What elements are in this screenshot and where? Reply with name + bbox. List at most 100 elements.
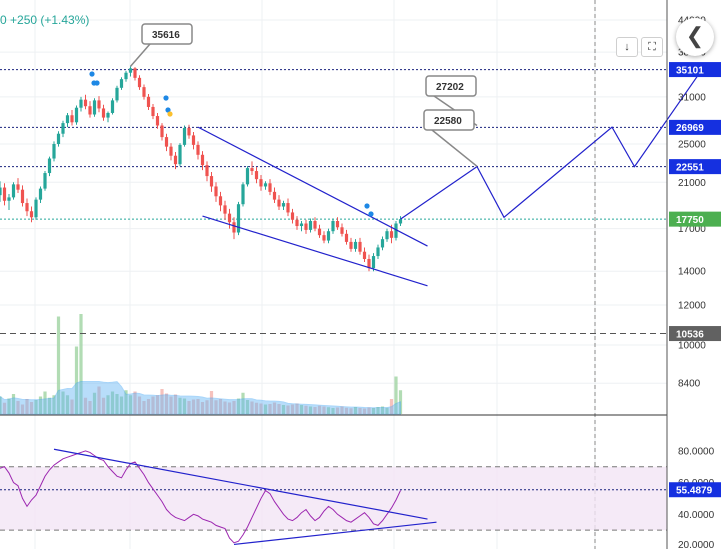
candle-body bbox=[182, 127, 187, 145]
volume-bar bbox=[169, 396, 173, 414]
candle-body bbox=[376, 247, 380, 257]
volume-bar bbox=[376, 407, 380, 414]
candle-body bbox=[151, 106, 155, 117]
price-callouts: 35616 27202 22580 bbox=[129, 23, 478, 167]
price-level-badge-bg bbox=[669, 211, 721, 227]
projection-path bbox=[400, 69, 703, 220]
candle-body bbox=[227, 213, 232, 223]
volume-bar bbox=[380, 406, 385, 414]
candle-body bbox=[209, 176, 214, 187]
candle-body bbox=[146, 96, 151, 107]
candle-body bbox=[164, 137, 169, 147]
volume-bar bbox=[38, 396, 43, 414]
event-marker-dot bbox=[163, 95, 169, 101]
candle-body bbox=[47, 158, 52, 174]
candle-body bbox=[344, 233, 349, 242]
volume-bar bbox=[115, 394, 119, 414]
fullscreen-icon[interactable]: ⛶ bbox=[641, 37, 663, 57]
volume-bar bbox=[389, 399, 394, 414]
volume-bar bbox=[227, 402, 232, 414]
candle-body bbox=[133, 68, 137, 78]
candle-body bbox=[281, 203, 286, 207]
candle-body bbox=[88, 106, 92, 115]
candle-body bbox=[56, 133, 61, 145]
callout-box bbox=[425, 75, 477, 97]
candle-body bbox=[0, 187, 2, 196]
candle-body bbox=[389, 231, 394, 238]
candle-body bbox=[43, 173, 47, 189]
volume-bar bbox=[0, 396, 2, 414]
candle-body bbox=[169, 146, 173, 156]
candle-body bbox=[331, 220, 335, 232]
volume-bar bbox=[56, 316, 61, 414]
candle-body bbox=[313, 220, 317, 229]
price-level-badge-bg bbox=[669, 62, 721, 78]
candle-body bbox=[340, 227, 344, 234]
callout-label: 22580 bbox=[434, 116, 462, 127]
volume-bar bbox=[218, 399, 223, 414]
callout-box bbox=[423, 109, 475, 131]
volume-bar bbox=[290, 404, 295, 414]
price-level-badge: 10536 bbox=[676, 329, 704, 340]
volume-bar bbox=[83, 397, 88, 414]
volume-bar bbox=[16, 401, 20, 414]
candle-body bbox=[290, 212, 295, 220]
chevron-left-icon[interactable]: ❮ bbox=[676, 18, 714, 56]
volume-bar bbox=[223, 401, 227, 414]
volume-bar bbox=[160, 389, 164, 414]
candle-body bbox=[295, 219, 299, 227]
volume-bar bbox=[178, 397, 182, 414]
volume-bar bbox=[11, 394, 16, 414]
volume-bar bbox=[340, 406, 344, 414]
event-marker-dot bbox=[165, 107, 171, 113]
volume-bar bbox=[70, 399, 74, 414]
volume-bar bbox=[79, 314, 83, 414]
event-marker-dot bbox=[364, 203, 370, 209]
price-change-header: 0 +250 (+1.43%) bbox=[0, 13, 90, 27]
volume-bar bbox=[236, 398, 241, 414]
volume-bar bbox=[398, 390, 403, 414]
candle-body bbox=[250, 168, 254, 172]
volume-bar bbox=[254, 402, 259, 414]
volume-bar bbox=[97, 386, 101, 414]
volume-bar bbox=[250, 401, 254, 414]
candle-body bbox=[52, 144, 56, 159]
candle-body bbox=[398, 219, 403, 224]
volume-bar bbox=[2, 402, 7, 414]
volume-bar bbox=[353, 407, 358, 414]
candle-body bbox=[178, 144, 182, 165]
candle-body bbox=[236, 204, 241, 233]
rsi-pane bbox=[0, 448, 667, 546]
candle-body bbox=[358, 241, 362, 252]
volume-bar bbox=[322, 406, 326, 414]
candle-body bbox=[106, 112, 110, 118]
candle-body bbox=[191, 135, 196, 145]
rsi-band-fill bbox=[0, 466, 667, 531]
candle-body bbox=[155, 116, 160, 126]
volume-bar bbox=[299, 405, 304, 414]
volume-bar bbox=[367, 407, 371, 414]
rsi-value-badge: 55.4879 bbox=[676, 486, 713, 497]
price-levels bbox=[0, 69, 667, 335]
candle-body bbox=[241, 184, 245, 205]
rsi-tick-label: 20.0000 bbox=[678, 540, 715, 549]
trend-drawings bbox=[197, 69, 703, 287]
rsi-tick-label: 80.0000 bbox=[678, 446, 715, 457]
candle-body bbox=[65, 115, 70, 124]
volume-bar bbox=[133, 391, 137, 414]
volume-bar bbox=[191, 399, 196, 414]
volume-bar bbox=[88, 401, 92, 414]
candle-body bbox=[196, 144, 200, 155]
arrow-down-icon[interactable]: ↓ bbox=[616, 37, 638, 57]
volume-bar bbox=[65, 395, 70, 414]
volume-bar bbox=[371, 408, 376, 414]
candle-body bbox=[200, 154, 205, 166]
price-tick-label: 31000 bbox=[678, 92, 706, 103]
volume-bar bbox=[173, 394, 178, 414]
volume-bar bbox=[268, 404, 272, 414]
volume-bar bbox=[7, 398, 11, 414]
volume-bar bbox=[29, 402, 34, 414]
candle-body bbox=[7, 197, 11, 201]
volume-bar bbox=[110, 391, 115, 414]
